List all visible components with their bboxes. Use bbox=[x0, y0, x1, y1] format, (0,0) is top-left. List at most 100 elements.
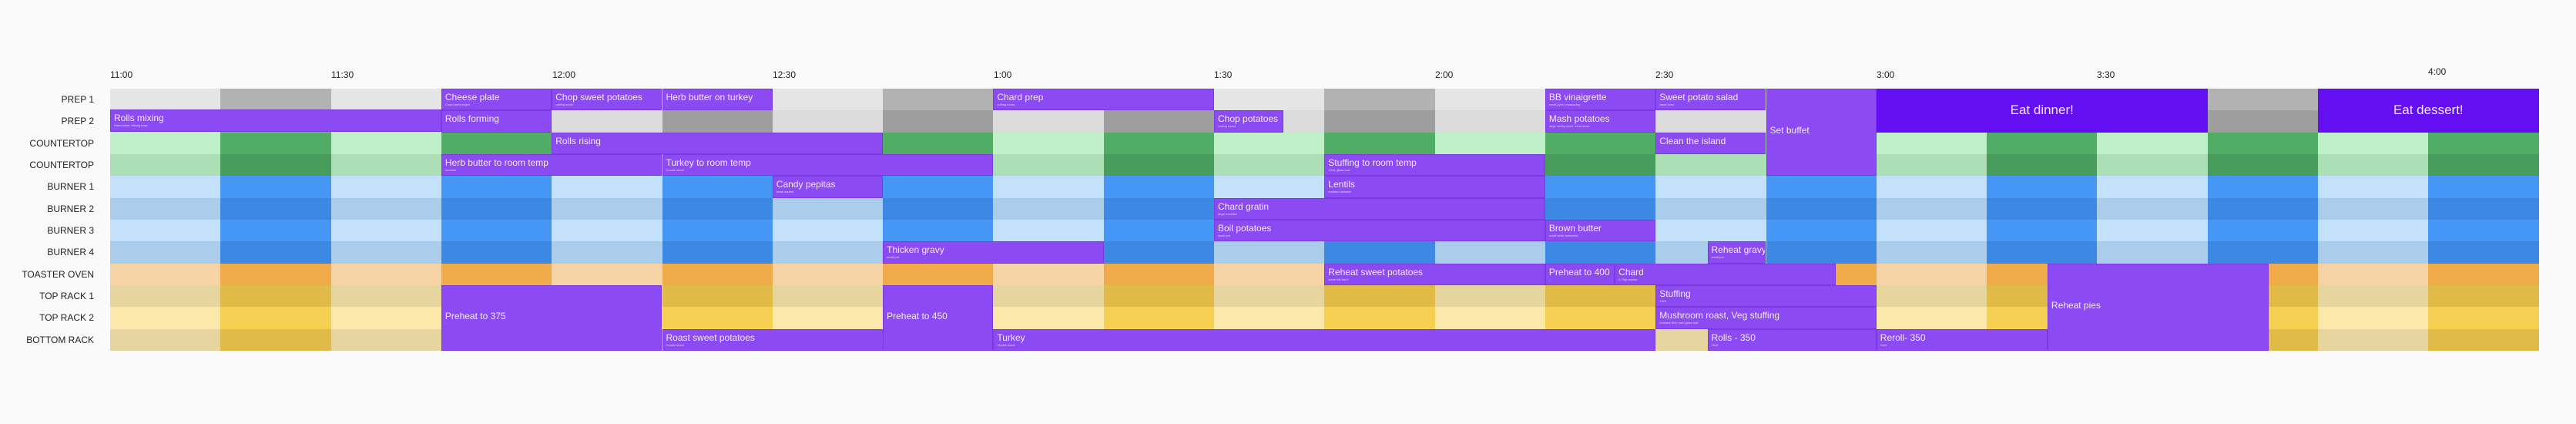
time-slot[interactable] bbox=[330, 153, 442, 177]
time-slot[interactable] bbox=[2097, 153, 2209, 177]
time-slot[interactable] bbox=[2207, 153, 2319, 177]
time-slot[interactable] bbox=[993, 197, 1105, 220]
time-slot[interactable] bbox=[1324, 89, 1436, 111]
time-slot[interactable] bbox=[441, 241, 552, 264]
time-slot[interactable] bbox=[330, 219, 442, 242]
task-block[interactable]: BB vinaigrette small pyrex measuring bbox=[1545, 89, 1656, 111]
time-slot[interactable] bbox=[552, 263, 662, 286]
time-slot[interactable] bbox=[993, 307, 1105, 330]
time-slot[interactable] bbox=[441, 197, 552, 220]
time-slot[interactable] bbox=[1545, 197, 1656, 220]
time-slot[interactable] bbox=[552, 197, 662, 220]
task-block[interactable]: Preheat to 450- bbox=[883, 284, 994, 351]
task-block[interactable]: Reheat gravy small pot bbox=[1707, 241, 1766, 264]
time-slot[interactable] bbox=[2428, 328, 2540, 352]
time-slot[interactable] bbox=[1434, 284, 1546, 308]
time-slot[interactable] bbox=[110, 89, 221, 111]
time-slot[interactable] bbox=[441, 219, 552, 242]
time-slot[interactable] bbox=[993, 153, 1105, 177]
time-slot[interactable] bbox=[1103, 263, 1215, 286]
time-slot[interactable] bbox=[2318, 307, 2429, 330]
time-slot[interactable] bbox=[1655, 197, 1766, 220]
milestone-block[interactable]: Eat dessert! bbox=[2318, 89, 2539, 133]
time-slot[interactable] bbox=[110, 153, 221, 177]
task-block[interactable]: Clean the island - bbox=[1655, 132, 1766, 154]
time-slot[interactable] bbox=[772, 219, 884, 242]
time-slot[interactable] bbox=[330, 89, 442, 111]
time-slot[interactable] bbox=[441, 263, 552, 286]
time-slot[interactable] bbox=[220, 284, 332, 308]
time-slot[interactable] bbox=[1766, 241, 1877, 264]
time-slot[interactable] bbox=[2318, 263, 2429, 286]
time-slot[interactable] bbox=[883, 197, 994, 220]
time-slot[interactable] bbox=[110, 132, 221, 155]
time-slot[interactable] bbox=[330, 176, 442, 199]
time-slot[interactable] bbox=[1876, 197, 1987, 220]
time-slot[interactable] bbox=[1545, 176, 1656, 199]
time-slot[interactable] bbox=[2318, 219, 2429, 242]
time-slot[interactable] bbox=[883, 110, 994, 133]
task-block[interactable]: Lentils medium nonstick bbox=[1324, 176, 1545, 198]
time-slot[interactable] bbox=[220, 132, 332, 155]
task-block[interactable]: Mushroom roast, Veg stuffing nonstick 9x9… bbox=[1655, 307, 1877, 329]
time-slot[interactable] bbox=[1655, 219, 1766, 242]
task-block[interactable]: Rolls forming - bbox=[441, 110, 552, 133]
time-slot[interactable] bbox=[2207, 132, 2319, 155]
time-slot[interactable] bbox=[552, 176, 662, 199]
time-slot[interactable] bbox=[1324, 307, 1436, 330]
time-slot[interactable] bbox=[2097, 132, 2209, 155]
time-slot[interactable] bbox=[1655, 176, 1766, 199]
time-slot[interactable] bbox=[662, 219, 773, 242]
time-slot[interactable] bbox=[1987, 219, 2098, 242]
time-slot[interactable] bbox=[1766, 219, 1877, 242]
time-slot[interactable] bbox=[2207, 89, 2319, 111]
time-slot[interactable] bbox=[993, 132, 1105, 155]
time-slot[interactable] bbox=[330, 132, 442, 155]
task-block[interactable]: Rolls mixing Hand mixer, Mixing bowl bbox=[110, 109, 441, 132]
task-block[interactable]: Candy pepitas small sautee bbox=[772, 176, 884, 198]
time-slot[interactable] bbox=[662, 307, 773, 330]
task-block[interactable]: Sweet potato salad salad bowl bbox=[1655, 89, 1766, 111]
time-slot[interactable] bbox=[220, 263, 332, 286]
time-slot[interactable] bbox=[662, 110, 773, 133]
time-slot[interactable] bbox=[330, 284, 442, 308]
time-slot[interactable] bbox=[2318, 328, 2429, 352]
task-block[interactable]: Cheese plate Charcuterie board bbox=[441, 89, 552, 111]
task-block[interactable]: Thicken gravy small pot bbox=[883, 241, 1104, 264]
time-slot[interactable] bbox=[2207, 197, 2319, 220]
time-slot[interactable] bbox=[1214, 307, 1325, 330]
task-block[interactable]: Herb butter to room temp ramekin bbox=[441, 153, 662, 177]
time-slot[interactable] bbox=[110, 328, 221, 352]
task-block[interactable]: Chop potatoes cutting board bbox=[1214, 110, 1284, 133]
time-slot[interactable] bbox=[1214, 176, 1325, 199]
time-slot[interactable] bbox=[1876, 153, 1987, 177]
time-slot[interactable] bbox=[772, 284, 884, 308]
time-slot[interactable] bbox=[1987, 176, 2098, 199]
time-slot[interactable] bbox=[772, 307, 884, 330]
milestone-block[interactable]: Eat dinner! bbox=[1876, 89, 2208, 133]
time-slot[interactable] bbox=[441, 132, 552, 155]
time-slot[interactable] bbox=[110, 284, 221, 308]
time-slot[interactable] bbox=[1103, 197, 1215, 220]
time-slot[interactable] bbox=[1103, 132, 1215, 155]
time-slot[interactable] bbox=[110, 176, 221, 199]
task-block[interactable]: Mash potatoes large mixing bowl, hand mix… bbox=[1545, 110, 1656, 133]
time-slot[interactable] bbox=[1434, 89, 1546, 111]
time-slot[interactable] bbox=[2428, 307, 2540, 330]
time-slot[interactable] bbox=[993, 219, 1105, 242]
time-slot[interactable] bbox=[2318, 132, 2429, 155]
time-slot[interactable] bbox=[1103, 176, 1215, 199]
task-block[interactable]: Stuffing 13x9 bbox=[1655, 284, 1877, 308]
time-slot[interactable] bbox=[330, 307, 442, 330]
time-slot[interactable] bbox=[220, 197, 332, 220]
time-slot[interactable] bbox=[220, 89, 332, 111]
time-slot[interactable] bbox=[110, 307, 221, 330]
time-slot[interactable] bbox=[1876, 132, 1987, 155]
task-block[interactable]: Preheat to 375- bbox=[441, 284, 662, 351]
time-slot[interactable] bbox=[2318, 197, 2429, 220]
task-block[interactable]: Chard 2.75qt anchor bbox=[1615, 263, 1836, 285]
task-block[interactable]: Preheat to 400- bbox=[1545, 263, 1615, 285]
time-slot[interactable] bbox=[772, 110, 884, 133]
task-block[interactable]: Boil potatoes stock pot bbox=[1214, 219, 1545, 242]
time-slot[interactable] bbox=[772, 197, 884, 220]
